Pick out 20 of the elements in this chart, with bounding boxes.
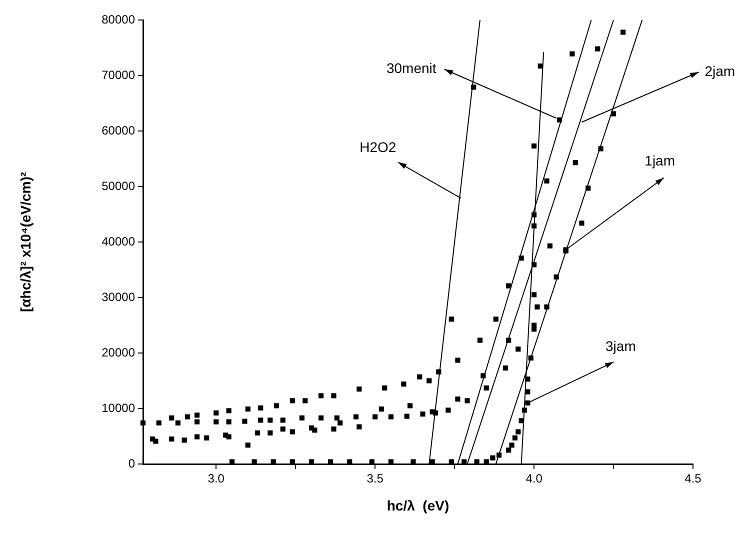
y-tick-label: 20000 (102, 345, 136, 360)
y-tick-label: 10000 (102, 400, 136, 415)
annotation: 3jam (606, 338, 636, 354)
y-tick-label: 80000 (102, 12, 136, 26)
y-tick-label: 30000 (102, 290, 136, 304)
y-tick-label: 70000 (102, 68, 136, 82)
y-axis-title: [αhc/λ]² x10⁴(eV/cm)² (17, 172, 34, 312)
annotation: H2O2 (360, 139, 396, 156)
y-tick-label: 50000 (102, 178, 136, 193)
y-tick-label: 60000 (102, 123, 136, 138)
x-tick-label: 3.0 (208, 472, 225, 486)
annotation: 1jam (644, 152, 676, 169)
x-axis-title: hc/λ (eV) (386, 497, 450, 514)
x-tick-label: 4.5 (684, 472, 702, 486)
x-tick-label: 4.0 (526, 472, 543, 486)
annotation: 2jam (704, 62, 736, 79)
y-tick-label: 0 (128, 456, 136, 470)
y-tick-label: 40000 (102, 234, 136, 248)
annotation: 30menit (386, 60, 436, 76)
x-tick-label: 3.5 (366, 472, 384, 486)
